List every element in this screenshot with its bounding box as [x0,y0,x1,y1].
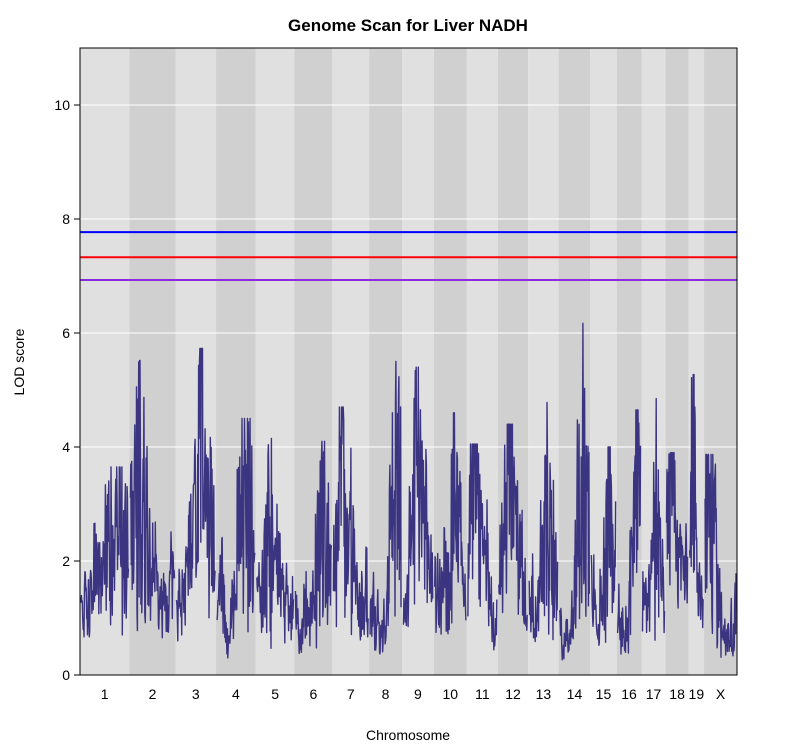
lod-line-chr-16 [616,409,642,655]
x-tick-label-12: 12 [505,686,521,702]
x-tick-label-10: 10 [443,686,459,702]
x-tick-label-16: 16 [621,686,637,702]
lod-line-chr-6 [294,440,333,655]
chromosome-band-18 [665,48,689,675]
x-tick-label-7: 7 [347,686,355,702]
y-tick-label-10: 10 [54,97,70,113]
x-tick-label-2: 2 [149,686,157,702]
lod-line-chr-13 [528,401,559,643]
lod-line-chr-2 [129,359,176,639]
x-tick-label-1: 1 [101,686,109,702]
lod-line-chr-12 [498,423,528,631]
x-tick-label-3: 3 [192,686,200,702]
threshold-lines [80,231,737,281]
lod-line-chr-x [704,453,737,658]
lod-line-chr-14 [558,322,590,661]
y-axis-label: LOD score [11,328,27,395]
lod-curve [80,322,737,661]
x-tick-label-18: 18 [669,686,685,702]
lod-line-chr-7 [332,406,369,641]
x-tick-label-x: X [716,686,726,702]
x-tick-label-4: 4 [232,686,240,702]
lod-line-chr-11 [467,443,498,651]
chromosome-band-17 [641,48,666,675]
plot-frame [79,47,738,676]
lod-line-chr-4 [216,417,256,659]
lod-line-chr-17 [641,397,666,641]
lod-line-chr-10 [434,412,467,635]
x-tick-label-11: 11 [475,686,490,702]
x-tick-label-13: 13 [536,686,552,702]
lod-line-chr-5 [256,437,295,649]
x-axis-label: Chromosome [366,727,450,743]
chromosome-band-x [704,48,737,675]
x-tick-label-17: 17 [646,686,662,702]
x-tick-label-9: 9 [414,686,422,702]
lod-line-chr-18 [665,452,689,609]
y-axis: 0 2 4 6 8 10 [54,97,80,683]
lod-line-chr-8 [369,360,402,655]
x-tick-label-6: 6 [309,686,317,702]
lod-line-chr-15 [590,446,617,646]
x-axis: 1 2 3 4 5 6 7 8 9 10 11 12 13 14 15 16 17 18 19 X [101,686,726,702]
y-tick-label-0: 0 [62,667,70,683]
y-tick-label-2: 2 [62,553,70,569]
x-tick-label-8: 8 [382,686,390,702]
chromosome-band-11 [466,48,498,675]
x-tick-label-15: 15 [596,686,612,702]
lod-line-chr-1 [80,466,130,638]
y-tick-label-6: 6 [62,325,70,341]
lod-line-chr-19 [688,373,704,629]
lod-line-chr-9 [402,366,434,628]
lod-line-chr-3 [175,347,216,642]
chromosome-band-9 [402,48,434,675]
x-tick-label-14: 14 [567,686,583,702]
x-tick-label-19: 19 [689,686,705,702]
y-tick-label-8: 8 [62,211,70,227]
chart-title: Genome Scan for Liver NADH [288,16,528,35]
x-tick-label-5: 5 [271,686,279,702]
y-tick-label-4: 4 [62,439,70,455]
